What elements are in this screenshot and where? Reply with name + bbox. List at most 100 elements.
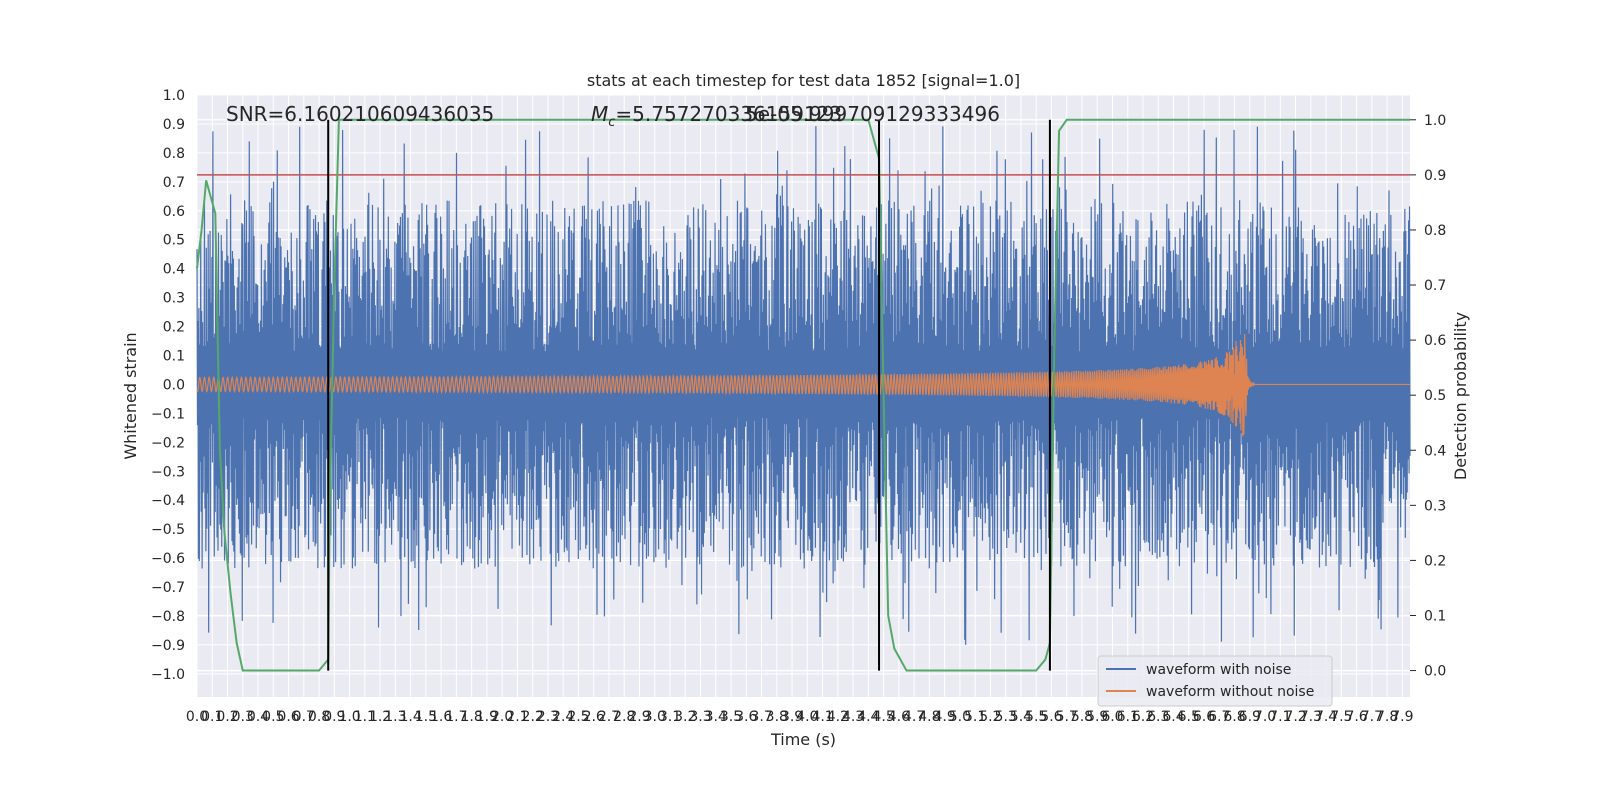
legend: waveform with noise waveform without noi… <box>1097 655 1333 707</box>
x-tick-label: 3.2 <box>674 709 696 725</box>
x-tick-label: 4.1 <box>811 709 833 725</box>
y-tick-label-left: −0.7 <box>151 580 185 596</box>
x-tick-label: 2.5 <box>567 709 589 725</box>
x-tick-label: 7.5 <box>1330 709 1352 725</box>
x-tick-label: 6.9 <box>1239 709 1261 725</box>
x-tick-label: 5.5 <box>1025 709 1047 725</box>
y-tick-label-right: 0.7 <box>1424 278 1446 294</box>
y-tick-label-left: 0.2 <box>163 320 185 336</box>
y-tick-label-left: 0.6 <box>163 204 185 220</box>
x-tick-label: 2.6 <box>583 709 605 725</box>
x-tick-label: 4.7 <box>903 709 925 725</box>
y-tick-label-left: 0.4 <box>163 262 185 278</box>
x-tick-label: 3.8 <box>766 709 788 725</box>
x-tick-label: 5.1 <box>964 709 986 725</box>
x-tick-label: 3.6 <box>735 709 757 725</box>
x-tick-label: 0.4 <box>247 709 269 725</box>
x-tick-label: 3.5 <box>720 709 742 725</box>
x-tick-label: 4.2 <box>827 709 849 725</box>
x-tick-label: 5.2 <box>979 709 1001 725</box>
y-tick-label-right: 0.9 <box>1424 168 1446 184</box>
y-axis-label-right: Detection probability <box>1451 312 1470 480</box>
tick-labels: 0.00.10.20.30.40.50.60.70.80.91.01.11.21… <box>151 88 1446 725</box>
x-tick-label: 6.1 <box>1117 709 1139 725</box>
x-tick-label: 2.4 <box>552 709 574 725</box>
y-tick-label-left: 0.1 <box>163 348 185 364</box>
x-tick-label: 7.7 <box>1361 709 1383 725</box>
x-tick-label: 0.1 <box>201 709 223 725</box>
x-tick-label: 1.2 <box>369 709 391 725</box>
x-tick-label: 1.4 <box>399 709 421 725</box>
chirp-mass-subscript: c <box>608 115 615 130</box>
x-tick-label: 5.0 <box>949 709 971 725</box>
noise-waveform-series <box>196 126 1411 645</box>
y-tick-label-left: 0.3 <box>163 291 185 307</box>
x-tick-label: 7.0 <box>1254 709 1276 725</box>
y-tick-label-right: 0.1 <box>1424 608 1446 624</box>
y-tick-label-left: 0.5 <box>163 233 185 249</box>
x-tick-label: 3.9 <box>781 709 803 725</box>
noise-waveform-line <box>196 126 1411 645</box>
x-tick-label: 1.3 <box>384 709 406 725</box>
x-tick-label: 1.9 <box>476 709 498 725</box>
x-tick-label: 0.6 <box>277 709 299 725</box>
x-tick-label: 4.3 <box>842 709 864 725</box>
y-tick-label-left: 0.7 <box>163 175 185 191</box>
chirp-mass-value: =5.757270336159123 <box>615 102 842 126</box>
y-tick-label-right: 0.5 <box>1424 388 1446 404</box>
chirp-mass-annotation: Mc=5.757270336159123 <box>591 102 842 130</box>
y-tick-label-left: −0.4 <box>151 493 185 509</box>
y-tick-label-left: −0.6 <box>151 551 185 567</box>
x-tick-label: 4.9 <box>934 709 956 725</box>
x-tick-label: 7.1 <box>1269 709 1291 725</box>
x-tick-label: 4.6 <box>888 709 910 725</box>
y-tick-label-left: 0.9 <box>163 117 185 133</box>
x-tick-label: 1.5 <box>415 709 437 725</box>
y-tick-label-left: 0.8 <box>163 146 185 162</box>
x-tick-label: 5.3 <box>995 709 1017 725</box>
marker-lines <box>327 119 1051 671</box>
x-axis-label: Time (s) <box>770 730 836 749</box>
x-tick-label: 5.6 <box>1040 709 1062 725</box>
snr-annotation: SNR=6.160210609436035 <box>226 102 494 126</box>
y-tick-label-left: −0.5 <box>151 522 185 538</box>
chirp-waveform-line <box>196 334 1410 437</box>
y-tick-label-right: 0.3 <box>1424 498 1446 514</box>
chirp-mass-symbol: M <box>591 102 608 126</box>
x-tick-label: 6.3 <box>1147 709 1169 725</box>
x-tick-label: 5.7 <box>1056 709 1078 725</box>
y-tick-label-right: 0.4 <box>1424 443 1446 459</box>
extra-annotation: 5e-05.999709129333496 <box>745 102 1000 126</box>
x-tick-label: 3.0 <box>644 709 666 725</box>
x-tick-label: 2.0 <box>491 709 513 725</box>
x-tick-label: 7.8 <box>1376 709 1398 725</box>
y-tick-label-right: 0.6 <box>1424 333 1446 349</box>
x-tick-label: 6.5 <box>1178 709 1200 725</box>
y-tick-label-left: −0.3 <box>151 464 185 480</box>
x-tick-label: 0.7 <box>293 709 315 725</box>
x-tick-label: 0.5 <box>262 709 284 725</box>
x-tick-label: 6.7 <box>1208 709 1230 725</box>
x-tick-label: 4.0 <box>796 709 818 725</box>
x-tick-label: 7.4 <box>1315 709 1337 725</box>
legend-box <box>1097 655 1333 707</box>
chart-title: stats at each timestep for test data 185… <box>587 71 1020 90</box>
x-tick-label: 4.5 <box>872 709 894 725</box>
x-tick-label: 2.3 <box>537 709 559 725</box>
x-tick-label: 5.8 <box>1071 709 1093 725</box>
y-tick-label-left: −0.1 <box>151 406 185 422</box>
y-axis-label-left: Whitened strain <box>121 332 140 459</box>
y-tick-label-right: 0.2 <box>1424 553 1446 569</box>
x-tick-label: 7.6 <box>1345 709 1367 725</box>
x-tick-label: 1.8 <box>461 709 483 725</box>
x-tick-label: 0.8 <box>308 709 330 725</box>
x-tick-label: 4.4 <box>857 709 879 725</box>
x-tick-label: 2.8 <box>613 709 635 725</box>
y-tick-label-left: 0.0 <box>163 377 185 393</box>
x-tick-label: 5.9 <box>1086 709 1108 725</box>
x-tick-label: 2.9 <box>628 709 650 725</box>
y-tick-label-left: −1.0 <box>151 667 185 683</box>
chirp-waveform-series <box>196 334 1410 437</box>
x-tick-label: 3.4 <box>705 709 727 725</box>
